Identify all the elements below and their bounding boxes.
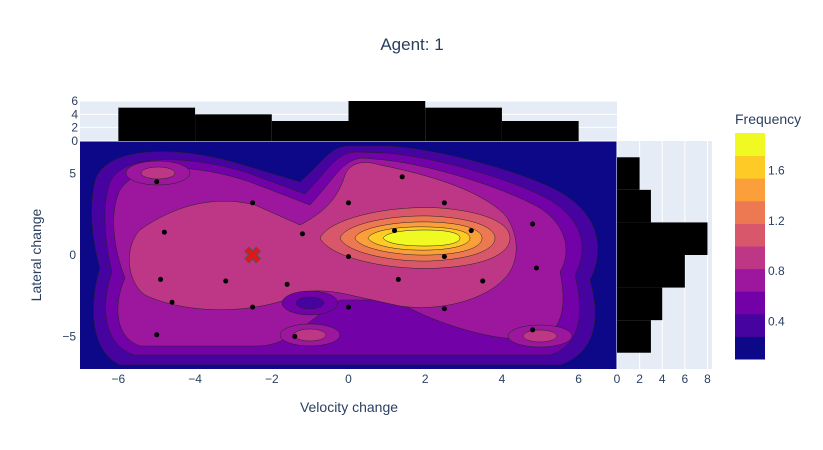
colorbar-tick-label: 0.4 xyxy=(768,314,785,328)
right-histogram-tick: 8 xyxy=(704,372,711,386)
x-marker xyxy=(244,246,262,264)
data-point xyxy=(441,306,447,312)
right-histogram-tick: 6 xyxy=(682,372,689,386)
colorbar-band xyxy=(735,223,765,247)
data-point xyxy=(292,333,298,339)
data-point xyxy=(346,200,351,206)
x-tick-label: −6 xyxy=(112,372,126,386)
data-point xyxy=(533,265,539,271)
colorbar-title: Frequency xyxy=(735,111,801,127)
right-histogram-tick: 0 xyxy=(614,372,621,386)
data-point xyxy=(158,276,164,282)
contour-blob-bottom-right-core xyxy=(522,329,558,343)
data-point xyxy=(346,254,351,260)
data-point xyxy=(392,228,398,234)
x-tick-label: −4 xyxy=(188,372,202,386)
right-histogram-bar xyxy=(617,157,640,190)
data-point xyxy=(284,281,290,287)
contour-hole-core xyxy=(295,296,325,310)
y-axis-title: Lateral change xyxy=(28,208,44,301)
data-point xyxy=(169,299,175,305)
marker-layer xyxy=(244,246,262,264)
top-histogram-bars xyxy=(118,101,579,141)
top-histogram-tick: 4 xyxy=(71,107,78,121)
right-histogram-bars xyxy=(617,157,708,353)
top-histogram-bar xyxy=(501,121,579,141)
scatter-points xyxy=(154,174,539,339)
data-point xyxy=(161,229,167,235)
right-histogram-bar xyxy=(617,287,663,321)
top-histogram-bar xyxy=(118,107,196,141)
top-histogram-tick: 6 xyxy=(71,94,78,108)
colorbar: Frequency 0.4 0.8 1.2 1.6 xyxy=(735,111,801,360)
contour-blob-top-left-core xyxy=(140,166,176,180)
contour-plot xyxy=(80,141,617,369)
x-tick-label: 4 xyxy=(499,372,506,386)
data-point xyxy=(154,332,160,338)
data-point xyxy=(399,174,405,180)
data-point xyxy=(441,254,447,260)
colorbar-band xyxy=(735,268,765,292)
data-point xyxy=(530,327,536,333)
colorbar-band xyxy=(735,178,765,202)
y-tick-labels: −5 0 5 xyxy=(62,167,76,344)
colorbar-bands xyxy=(735,133,765,360)
right-histogram-bar xyxy=(617,320,651,353)
x-tick-labels: −6 −4 −2 0 2 4 6 xyxy=(112,372,583,386)
colorbar-band xyxy=(735,246,765,270)
right-histogram-bar xyxy=(617,222,708,255)
x-tick-label: 2 xyxy=(422,372,429,386)
data-point xyxy=(250,304,256,310)
top-histogram-tick: 2 xyxy=(71,121,78,135)
x-marker-fill xyxy=(245,247,261,263)
x-axis-title: Velocity change xyxy=(300,399,398,415)
data-point xyxy=(480,278,486,284)
right-histogram: 0 2 4 6 8 xyxy=(614,141,712,386)
top-histogram-bar xyxy=(195,114,272,141)
data-point xyxy=(530,221,536,227)
x-tick-label: 6 xyxy=(575,372,582,386)
data-point xyxy=(395,276,401,282)
x-tick-label: 0 xyxy=(345,372,352,386)
top-histogram-bar xyxy=(348,101,426,141)
chart-title: Agent: 1 xyxy=(380,35,443,54)
right-histogram-bar xyxy=(617,255,685,288)
y-tick-label: 0 xyxy=(69,248,76,262)
right-histogram-bar xyxy=(617,189,651,223)
colorbar-band xyxy=(735,336,765,360)
colorbar-band xyxy=(735,133,765,157)
y-tick-label: 5 xyxy=(69,167,76,181)
top-histogram-bar xyxy=(425,107,502,141)
x-tick-label: −2 xyxy=(265,372,279,386)
colorbar-band xyxy=(735,313,765,337)
data-point xyxy=(299,231,305,237)
colorbar-tick-label: 1.6 xyxy=(768,164,785,178)
colorbar-tick-label: 1.2 xyxy=(768,214,785,228)
right-histogram-tick-labels: 0 2 4 6 8 xyxy=(614,372,711,386)
top-histogram-tick: 0 xyxy=(71,134,78,148)
colorbar-tick-labels: 0.4 0.8 1.2 1.6 xyxy=(768,164,785,329)
colorbar-band xyxy=(735,155,765,179)
data-point xyxy=(468,228,474,234)
colorbar-tick-label: 0.8 xyxy=(768,264,785,278)
data-point xyxy=(154,179,160,185)
contour-blob-bottom-left-core xyxy=(293,328,327,342)
y-tick-label: −5 xyxy=(62,329,76,343)
data-point xyxy=(223,278,229,284)
data-point xyxy=(346,304,351,310)
colorbar-band xyxy=(735,291,765,315)
top-histogram-bar xyxy=(271,121,349,141)
data-point xyxy=(441,200,447,206)
data-point xyxy=(250,200,256,206)
contour-level-9 xyxy=(382,229,461,247)
right-histogram-tick: 2 xyxy=(636,372,643,386)
colorbar-band xyxy=(735,200,765,224)
right-histogram-tick: 4 xyxy=(659,372,666,386)
